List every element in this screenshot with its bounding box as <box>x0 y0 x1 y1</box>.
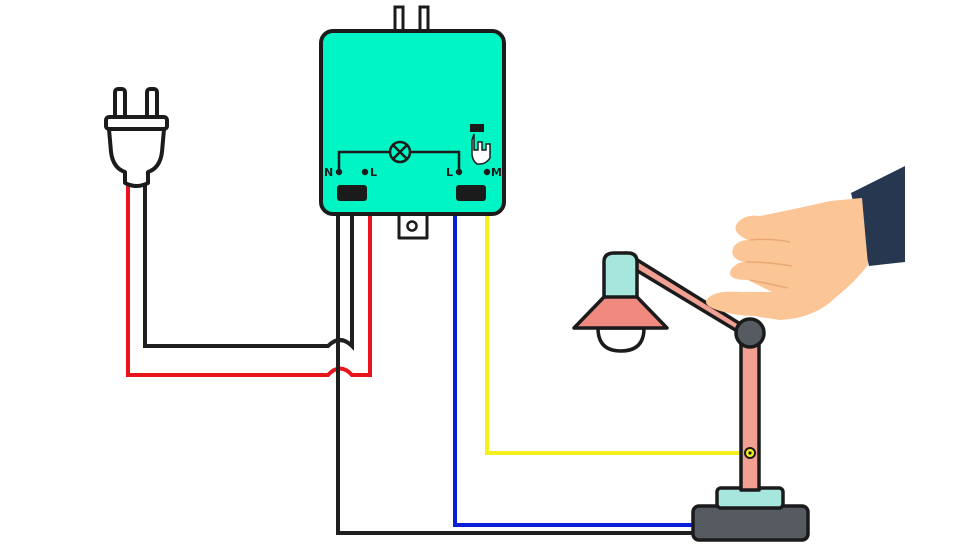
terminal-dot-n <box>335 168 343 176</box>
hand-palm <box>706 198 868 320</box>
terminal-dot-l-left <box>361 168 369 176</box>
desk-lamp-icon <box>572 251 810 542</box>
touch-hand-icon <box>470 124 491 165</box>
terminal-label-m: M <box>491 166 502 179</box>
wires <box>126 185 750 535</box>
lamp-shade <box>572 295 669 330</box>
module-circuit <box>337 150 461 172</box>
lamp-pole <box>739 334 761 492</box>
hand-finger-lines <box>745 238 793 289</box>
wire-black-base <box>336 212 696 535</box>
wire-yellow <box>485 212 750 455</box>
lamp-head-cap <box>602 251 639 300</box>
terminal-label-l-right: L <box>446 166 453 179</box>
plug-icon <box>104 87 169 188</box>
lamp-joint <box>734 317 766 349</box>
lamp-circle-x-icon <box>388 140 412 164</box>
terminal-label-l-left: L <box>370 166 377 179</box>
terminal-label-n: N <box>324 166 333 179</box>
wire-blue <box>453 212 696 527</box>
lamp-base <box>691 504 810 542</box>
terminal-dot-l-right <box>455 168 463 176</box>
terminal-block-right <box>456 185 486 201</box>
terminal-block-left <box>337 185 367 201</box>
pointing-hand-icon <box>706 166 905 320</box>
lamp-bulb <box>596 326 646 353</box>
touch-module: N L L M <box>319 5 506 240</box>
terminal-dot-m <box>483 168 491 176</box>
